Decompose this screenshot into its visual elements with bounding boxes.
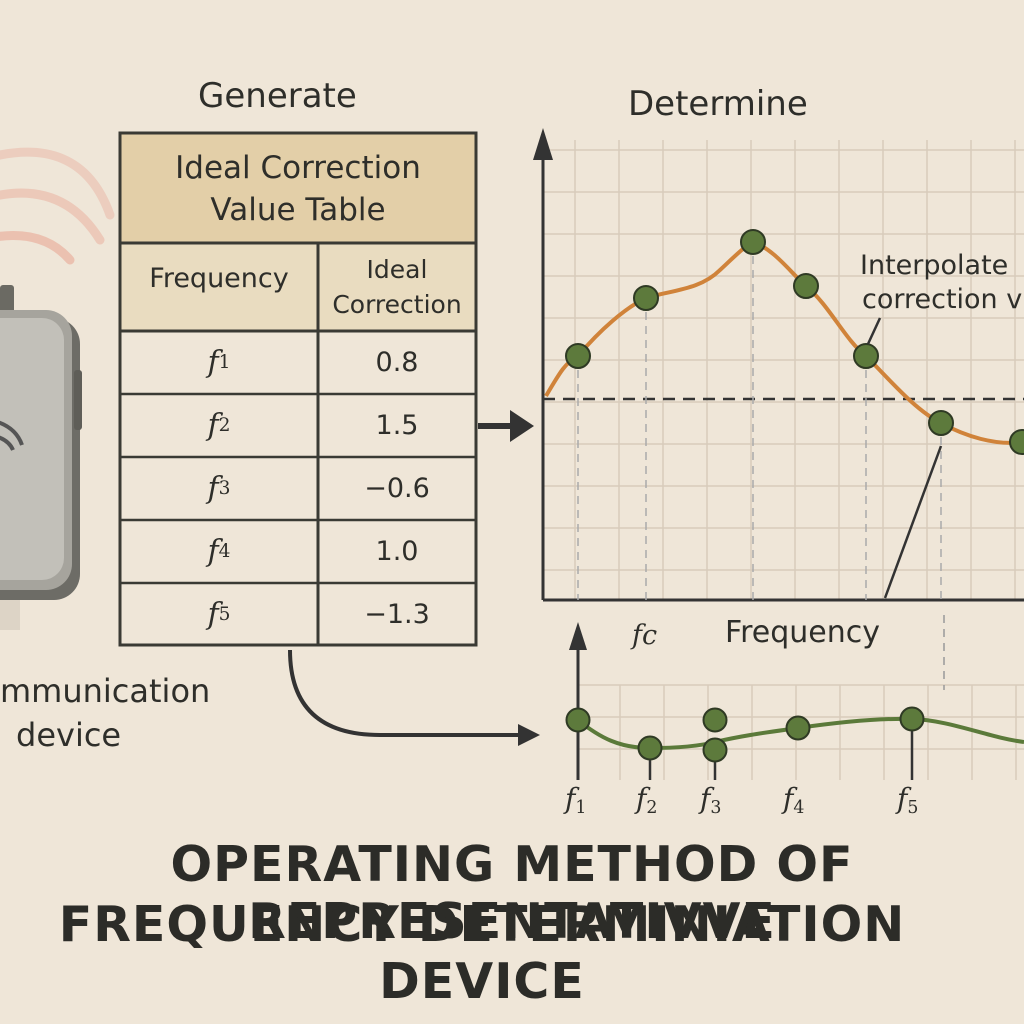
bottom-axis-frequency-label: f2 [636, 782, 658, 819]
data-point [740, 229, 766, 255]
data-point [1009, 429, 1024, 455]
representative-point [785, 715, 811, 741]
table-header-ideal-line2: Correction [332, 289, 462, 319]
table-title-line2: Value Table [210, 192, 386, 228]
y-axis-arrow-icon [569, 622, 587, 650]
table-cell-ideal-correction: 1.5 [375, 410, 419, 441]
bottom-axis-frequency-label: f1 [565, 782, 587, 819]
representative-point [637, 735, 663, 761]
device-label-line2: device [16, 716, 122, 754]
table-header-frequency: Frequency [149, 262, 289, 294]
y-axis-arrow-icon [533, 128, 553, 160]
bottom-axis-frequency-label: f5 [897, 782, 919, 819]
table-header-ideal-line1: Ideal [366, 254, 428, 284]
callout-line [883, 445, 943, 599]
data-point [928, 410, 954, 436]
bottom-axis-frequency-label: f3 [700, 782, 722, 819]
table-cell-ideal-correction: 1.0 [375, 536, 419, 567]
table-cell-ideal-correction: −0.6 [364, 473, 430, 504]
generate-label: Generate [198, 76, 357, 116]
data-point [565, 343, 591, 369]
signal-waves-icon [0, 147, 115, 265]
fc-label: fc [632, 620, 658, 651]
data-point [853, 343, 879, 369]
frequency-axis-label: Frequency [725, 615, 880, 650]
data-point [793, 273, 819, 299]
callout-line [866, 317, 882, 345]
representative-frequency-chart [565, 615, 1024, 780]
representative-point [702, 737, 728, 763]
representative-point [702, 707, 728, 733]
communication-device-icon [0, 285, 82, 630]
table-title-line1: Ideal Correction [175, 150, 421, 186]
data-point [633, 285, 659, 311]
correction-table-frame [118, 131, 478, 647]
determine-label: Determine [628, 84, 808, 124]
table-cell-ideal-correction: 0.8 [375, 347, 419, 378]
representative-point [565, 707, 591, 733]
arrow-to-bottom-chart-icon [288, 649, 540, 746]
interpolated-label-line2: correction v [862, 284, 1023, 315]
page-title-line2: FREQUENCY DETERMINIATION DEVICE [58, 896, 906, 1010]
interpolation-chart [533, 128, 1024, 602]
interpolated-label-line1: Interpolate [860, 250, 1009, 281]
arrow-to-chart-icon [478, 410, 534, 442]
device-label-line1: mmunication [0, 672, 211, 710]
table-cell-ideal-correction: −1.3 [364, 599, 430, 630]
bottom-axis-frequency-label: f4 [783, 782, 805, 819]
chart-grid [543, 140, 1024, 600]
page-title-line1: OPERATING METHOD OF REPRESENTATIVVE [170, 836, 854, 950]
representative-point [899, 706, 925, 732]
